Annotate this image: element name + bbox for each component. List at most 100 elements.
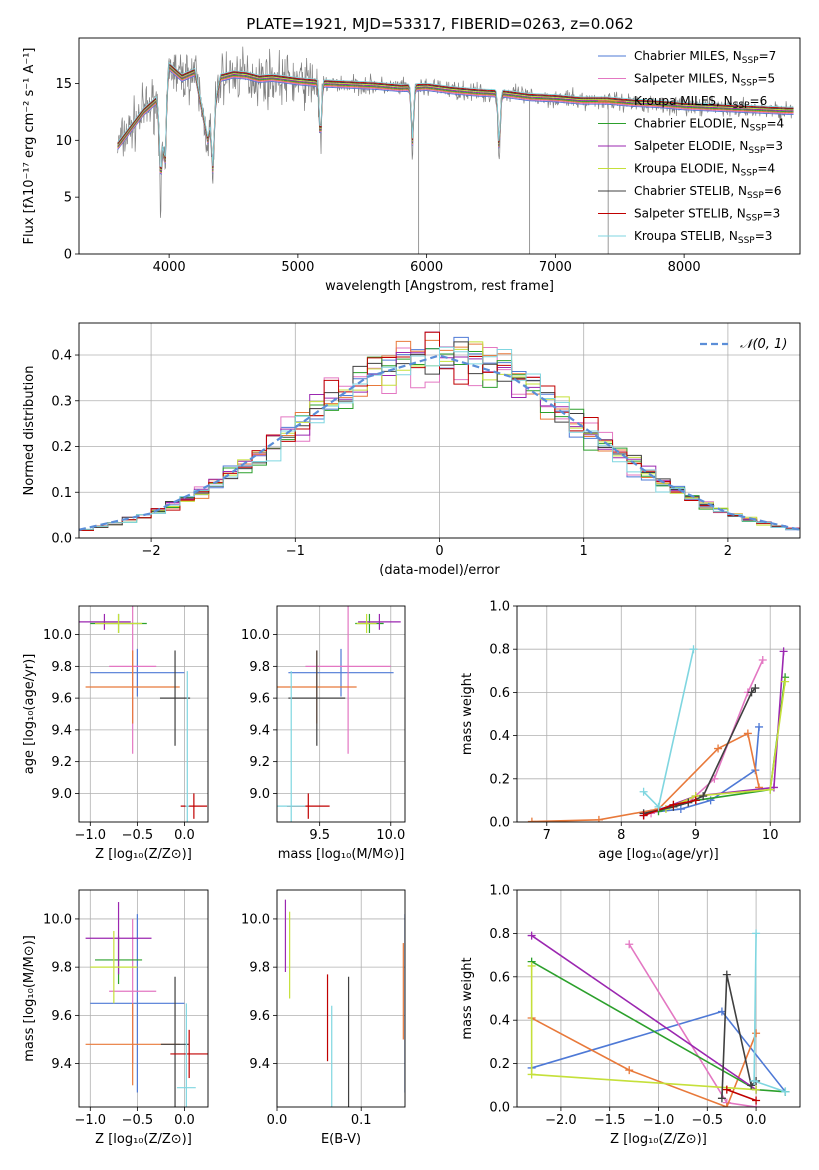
histogram-6 xyxy=(79,341,800,531)
series-marker xyxy=(752,1085,761,1094)
x-axis-label: Z [log₁₀(Z/Z⊙)] xyxy=(95,847,192,862)
plot-frame xyxy=(78,37,801,255)
series-marker xyxy=(717,1094,726,1103)
y-tick-label: 9.2 xyxy=(249,755,270,770)
legend-label: Chabrier STELIB, NSSP=6 xyxy=(634,184,782,201)
model-fit-5 xyxy=(117,64,794,171)
normal-reference-curve xyxy=(79,354,800,531)
plot-area xyxy=(117,46,794,254)
model-fit-4 xyxy=(117,65,794,172)
series-line-2 xyxy=(531,732,760,822)
y-tick-label: 9.4 xyxy=(249,723,270,738)
y-tick-label: 10.0 xyxy=(43,628,72,643)
series-marker xyxy=(781,1087,790,1096)
y-tick-label: 9.2 xyxy=(51,755,72,770)
y-tick-label: 0.4 xyxy=(489,1014,510,1029)
plot-area xyxy=(79,331,800,531)
y-tick-label: 0.0 xyxy=(489,816,510,831)
panel-age-vs-Z: −1.0 −0.5 0.0 9.0 9.2 9.4 9.6 9.8 10.0 Z [log₁₀(Z… xyxy=(22,605,209,862)
y-tick-label: 0.4 xyxy=(51,349,72,364)
plot-frame xyxy=(516,889,801,1108)
model-fit-8 xyxy=(117,61,794,168)
series-marker xyxy=(752,1029,761,1038)
y-tick-label: 9.4 xyxy=(249,1057,270,1072)
y-tick-label: 0.0 xyxy=(51,532,72,547)
x-tick-label: 9 xyxy=(692,828,700,843)
y-tick-label: 0.1 xyxy=(51,486,72,501)
y-tick-label: 9.6 xyxy=(51,1009,72,1024)
plot-area xyxy=(527,929,790,1107)
series-marker xyxy=(527,961,536,970)
x-tick-label: −2 xyxy=(142,544,161,559)
series-marker xyxy=(639,787,648,796)
y-tick-label: 0.2 xyxy=(489,772,510,787)
series-marker xyxy=(625,940,634,949)
x-axis-label: E(B-V) xyxy=(321,1132,361,1147)
series-marker xyxy=(527,931,536,940)
panel-spectrum: 4000 5000 6000 7000 8000 0 5 10 15 wavelength [An… xyxy=(22,37,801,294)
figure-title: PLATE=1921, MJD=53317, FIBERID=0263, z=0… xyxy=(246,15,633,33)
x-tick-label: −1 xyxy=(286,544,305,559)
x-tick-label: 10.0 xyxy=(376,828,405,843)
plot-area xyxy=(284,899,405,1107)
x-tick-label: 0.0 xyxy=(746,1113,767,1128)
series-marker xyxy=(758,656,767,664)
x-tick-label: −0.5 xyxy=(122,1113,154,1128)
x-axis-label: Z [log₁₀(Z/Z⊙)] xyxy=(95,1132,192,1147)
series-marker xyxy=(689,645,698,654)
y-axis-label: mass weight xyxy=(460,957,475,1039)
y-axis-label: mass weight xyxy=(460,673,475,755)
y-axis-label: age [log₁₀(age/yr)] xyxy=(22,654,37,775)
legend-label: Salpeter ELODIE, NSSP=3 xyxy=(634,139,783,156)
y-tick-label: 1.0 xyxy=(489,884,510,899)
plot-area xyxy=(527,645,790,822)
plot-frame xyxy=(78,889,209,1108)
plot-area xyxy=(85,902,208,1107)
y-tick-label: 0.4 xyxy=(489,729,510,744)
series-marker xyxy=(722,1103,731,1107)
x-tick-label: 6000 xyxy=(410,260,443,275)
x-tick-label: 0 xyxy=(435,544,443,559)
y-axis-label: mass [log₁₀(M/M⊙)] xyxy=(22,935,37,1062)
legend: 𝒩(0, 1) xyxy=(700,337,787,352)
model-fit-7 xyxy=(117,62,794,169)
x-tick-label: 2 xyxy=(724,544,732,559)
x-tick-label: 0.0 xyxy=(267,1113,288,1128)
x-tick-label: 0.0 xyxy=(174,1113,195,1128)
series-marker xyxy=(743,729,752,738)
legend-label: Salpeter STELIB, NSSP=3 xyxy=(634,207,780,224)
panel-mass-weight-vs-age: 7 8 9 10 0.0 0.2 0.4 0.6 0.8 1.0 age [log₁₀(age/yr… xyxy=(460,600,801,862)
plot-frame xyxy=(78,605,209,823)
x-tick-label: 1 xyxy=(580,544,588,559)
y-tick-label: 0.8 xyxy=(489,643,510,658)
x-tick-label: 10 xyxy=(762,828,779,843)
y-tick-label: 9.6 xyxy=(51,692,72,707)
series-marker xyxy=(654,802,663,811)
y-axis-label: Flux [fλ10⁻¹⁷ erg cm⁻² s⁻¹ A⁻¹] xyxy=(22,48,37,245)
x-tick-label: 8 xyxy=(617,828,625,843)
series-marker xyxy=(691,796,700,805)
x-tick-label: −2.0 xyxy=(545,1113,577,1128)
series-marker xyxy=(752,929,761,938)
series-marker xyxy=(752,1096,761,1105)
series-marker xyxy=(527,1070,536,1079)
y-tick-label: 9.8 xyxy=(51,660,72,675)
legend-label: Kroupa ELODIE, NSSP=4 xyxy=(634,162,775,179)
plot-frame xyxy=(276,889,406,1108)
series-line-7 xyxy=(726,1088,757,1102)
x-axis-label: mass [log₁₀(M/M⊙)] xyxy=(278,847,405,862)
model-fit-1 xyxy=(117,68,794,175)
legend: Chabrier MILES, NSSP=7 Salpeter MILES, NS… xyxy=(598,49,784,246)
x-tick-label: −1.5 xyxy=(594,1113,626,1128)
panel-mass-vs-EBV: 0.0 0.1 9.4 9.6 9.8 10.0 E(B-V) xyxy=(241,889,406,1147)
y-tick-label: 5 xyxy=(64,191,72,206)
y-tick-label: 15 xyxy=(55,77,72,92)
legend-label: Chabrier MILES, NSSP=7 xyxy=(634,49,776,66)
legend-label: Salpeter MILES, NSSP=5 xyxy=(634,72,775,89)
series-marker xyxy=(779,647,788,656)
y-tick-label: 0.2 xyxy=(489,1057,510,1072)
y-tick-label: 9.4 xyxy=(51,1057,72,1072)
y-tick-label: 9.6 xyxy=(249,1009,270,1024)
series-marker xyxy=(676,805,685,814)
